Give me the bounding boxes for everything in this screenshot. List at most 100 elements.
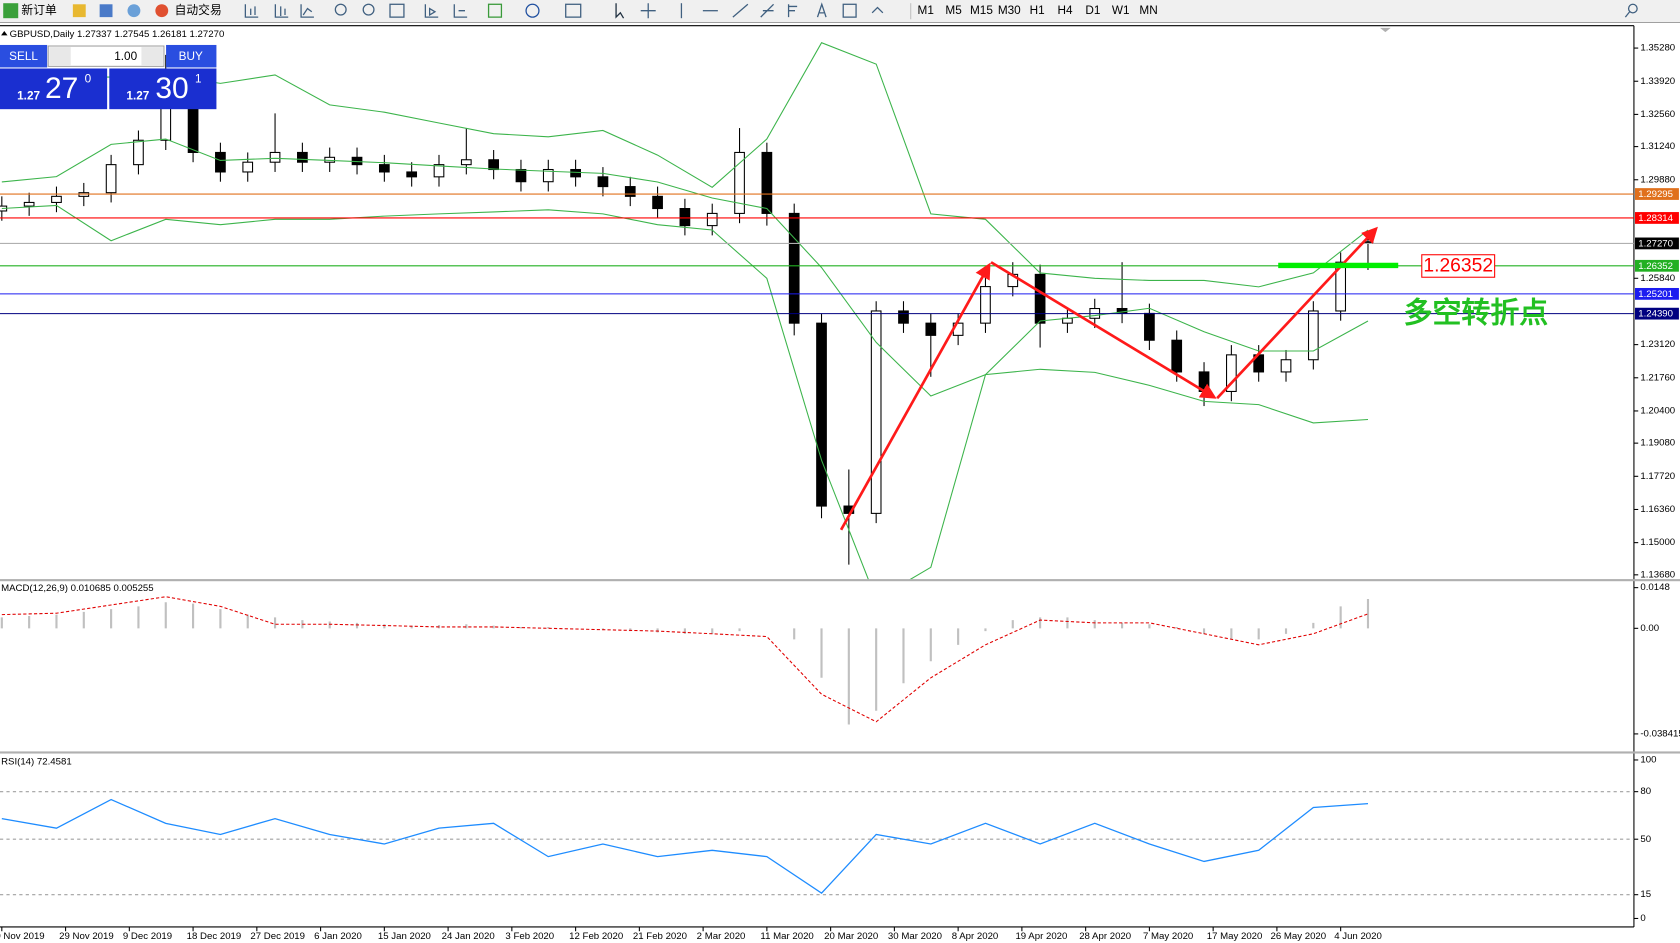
x-tick-label: 11 Mar 2020 (760, 931, 813, 942)
candle-body (324, 156, 336, 163)
candle-body (187, 103, 199, 153)
candle-body (734, 151, 745, 214)
sell-label: SELL (9, 50, 38, 63)
auto-trading-button[interactable]: 自动交易 (155, 3, 222, 18)
y-tick-label: 1.25840 (1640, 273, 1675, 284)
x-tick-label: 15 Jan 2020 (378, 931, 431, 942)
tool-icon[interactable] (871, 6, 884, 14)
price-level-tag (1635, 307, 1679, 320)
tool-icon[interactable] (760, 3, 775, 18)
macd-signal (1, 596, 1369, 723)
candle-body (1280, 359, 1292, 373)
price-level-tag (1635, 287, 1679, 300)
tool-icon[interactable] (274, 4, 289, 18)
price-level-tag (1635, 212, 1679, 224)
candle-body (433, 164, 445, 178)
candle-body (133, 139, 144, 166)
tool-icon[interactable] (525, 3, 540, 18)
y-tick-label: 1.20400 (1640, 406, 1675, 417)
toolbar-icon[interactable] (127, 4, 141, 18)
tool-icon[interactable] (453, 4, 468, 18)
timeframe-button[interactable]: M30 (998, 4, 1021, 17)
y-tick-label: 1.23120 (1640, 339, 1675, 350)
price-level-tag (1635, 188, 1679, 200)
tool-icon[interactable] (732, 3, 749, 18)
candle-body (898, 310, 909, 324)
candle-body (378, 164, 390, 173)
toolbar-icon[interactable] (72, 4, 86, 18)
x-tick-label: 29 Nov 2019 (59, 931, 114, 942)
candle-body (980, 286, 991, 324)
new-order-label: 新订单 (21, 3, 57, 17)
tool-icon[interactable] (362, 3, 375, 16)
tool-icon[interactable] (487, 3, 503, 18)
bid-sup: 0 (85, 72, 92, 85)
price-level-label: 1.27270 (1638, 238, 1673, 249)
pane-title: RSI(14) 72.4581 (1, 757, 72, 768)
candle-body (1171, 339, 1183, 373)
lot-value: 1.00 (114, 50, 137, 63)
x-tick-label: 19 Apr 2020 (1015, 931, 1067, 942)
pane-title: MACD(12,26,9) 0.010685 0.005255 (1, 583, 154, 594)
one-click-trading-panel: SELL 1.00 BUY 1.27 27 0 1.27 30 1 (0, 44, 217, 110)
timeframe-button[interactable]: M5 (945, 4, 962, 17)
y-tick-label: 1.16360 (1640, 504, 1675, 515)
candle-body (570, 168, 581, 178)
timeframe-button[interactable]: H4 (1057, 4, 1073, 17)
x-tick-label: 3 Feb 2020 (505, 931, 554, 942)
y-tick-label: 15 (1640, 889, 1651, 900)
tool-icon[interactable] (389, 3, 405, 18)
candle-body (597, 176, 609, 188)
candle-body (816, 322, 827, 507)
candle-body (1144, 312, 1155, 341)
timeframe-bar: M1 M5 M15 M30 H1 H4 D1 W1 MN (918, 4, 1158, 17)
tool-icon[interactable] (424, 4, 439, 18)
toolbar-icon[interactable] (99, 4, 113, 18)
x-tick-label: 0 Nov 2019 (0, 931, 45, 942)
chart-bg (0, 23, 1680, 943)
candle-body (925, 322, 937, 336)
lot-up[interactable] (141, 47, 163, 66)
tool-icon[interactable] (565, 3, 582, 18)
timeframe-button[interactable]: MN (1139, 4, 1157, 17)
tool-icon[interactable] (244, 4, 259, 18)
ask-big: 30 (155, 72, 188, 105)
price-level-label: 1.24390 (1638, 309, 1673, 320)
candle-body (515, 168, 527, 183)
tool-icon[interactable] (787, 4, 798, 18)
tool-icon[interactable] (842, 3, 857, 18)
x-tick-label: 7 May 2020 (1143, 931, 1193, 942)
buy-label: BUY (179, 50, 203, 63)
tool-icon[interactable] (615, 3, 625, 19)
tool-icon[interactable] (640, 3, 656, 19)
timeframe-button[interactable]: M1 (918, 4, 934, 17)
x-tick-label: 12 Feb 2020 (569, 931, 623, 942)
tool-icon[interactable] (334, 3, 347, 16)
new-order-button[interactable]: 新订单 (3, 3, 57, 19)
sell-button[interactable] (0, 44, 48, 68)
tool-icon[interactable] (300, 4, 314, 18)
y-tick-label: -0.038415 (1640, 728, 1680, 739)
tool-icon[interactable] (816, 2, 827, 18)
bid-box[interactable] (0, 68, 108, 110)
rsi-line (1, 798, 1369, 894)
timeframe-button[interactable]: M15 (970, 4, 993, 17)
lot-down[interactable] (49, 47, 71, 66)
timeframe-button[interactable]: H1 (1030, 4, 1045, 17)
timeframe-button[interactable]: W1 (1112, 4, 1130, 17)
y-tick-label: 0.0148 (1640, 582, 1669, 593)
timeframe-button[interactable]: D1 (1085, 4, 1100, 17)
y-tick-label: 1.35280 (1640, 43, 1675, 54)
y-tick-label: 50 (1640, 834, 1651, 845)
candle-body (1335, 261, 1347, 312)
buy-button[interactable] (166, 44, 217, 68)
y-tick-label: 1.19080 (1640, 438, 1675, 449)
annotation-price: 1.26352 (1423, 256, 1493, 277)
lot-field[interactable] (47, 45, 165, 67)
candle-body (23, 201, 35, 207)
search-icon[interactable] (1627, 3, 1638, 14)
title-marker (1, 31, 8, 36)
ask-box[interactable] (109, 68, 217, 110)
ask-sup: 1 (195, 72, 202, 85)
